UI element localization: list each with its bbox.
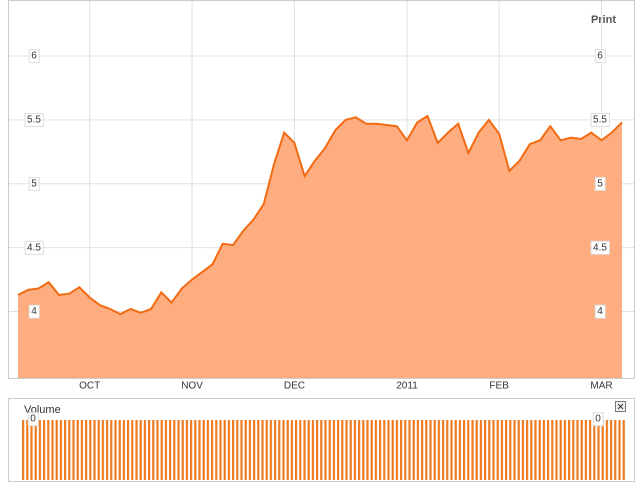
tick-label-box (24, 112, 44, 127)
y-tick-label: 5.5 (27, 114, 41, 125)
tick-label-box (594, 304, 606, 319)
close-button[interactable] (615, 401, 626, 412)
y-tick-label: 6 (31, 51, 37, 62)
y-tick-label: 0 (595, 414, 601, 425)
tick-label-box (28, 304, 40, 319)
y-tick-label: 6 (597, 51, 603, 62)
print-link[interactable]: Print (591, 14, 616, 26)
y-tick-label: 4.5 (593, 242, 607, 253)
y-tick-label: 4.5 (27, 242, 41, 253)
tick-label-box (590, 112, 610, 127)
tick-label-box (28, 176, 40, 191)
price-area (18, 116, 622, 378)
y-tick-label: 5.5 (593, 114, 607, 125)
y-tick-label: 0 (30, 414, 36, 425)
price-line (17, 114, 623, 316)
x-tick-label: OCT (79, 381, 100, 392)
tick-label-box (28, 49, 40, 64)
y-tick-label: 5 (597, 178, 603, 189)
tick-label-box (592, 412, 604, 427)
price-panel: OCT NOV DEC 2011 FEB MAR 4 4 4.5 4.5 5 5 5.5 5.5 6 6 (9, 1, 634, 392)
tick-label-box (594, 49, 606, 64)
x-tick-label: 2011 (396, 381, 418, 392)
tick-label-box (590, 240, 610, 255)
x-tick-label: NOV (181, 381, 203, 392)
volume-bars (22, 420, 626, 480)
tick-label-box (27, 412, 39, 427)
y-tick-label: 5 (31, 178, 37, 189)
x-tick-label: DEC (284, 381, 305, 392)
x-tick-label: MAR (590, 381, 612, 392)
y-tick-label: 4 (31, 306, 37, 317)
tick-label-box (594, 176, 606, 191)
tick-label-box (24, 240, 44, 255)
y-tick-label: 4 (597, 306, 603, 317)
x-tick-label: FEB (489, 381, 509, 392)
